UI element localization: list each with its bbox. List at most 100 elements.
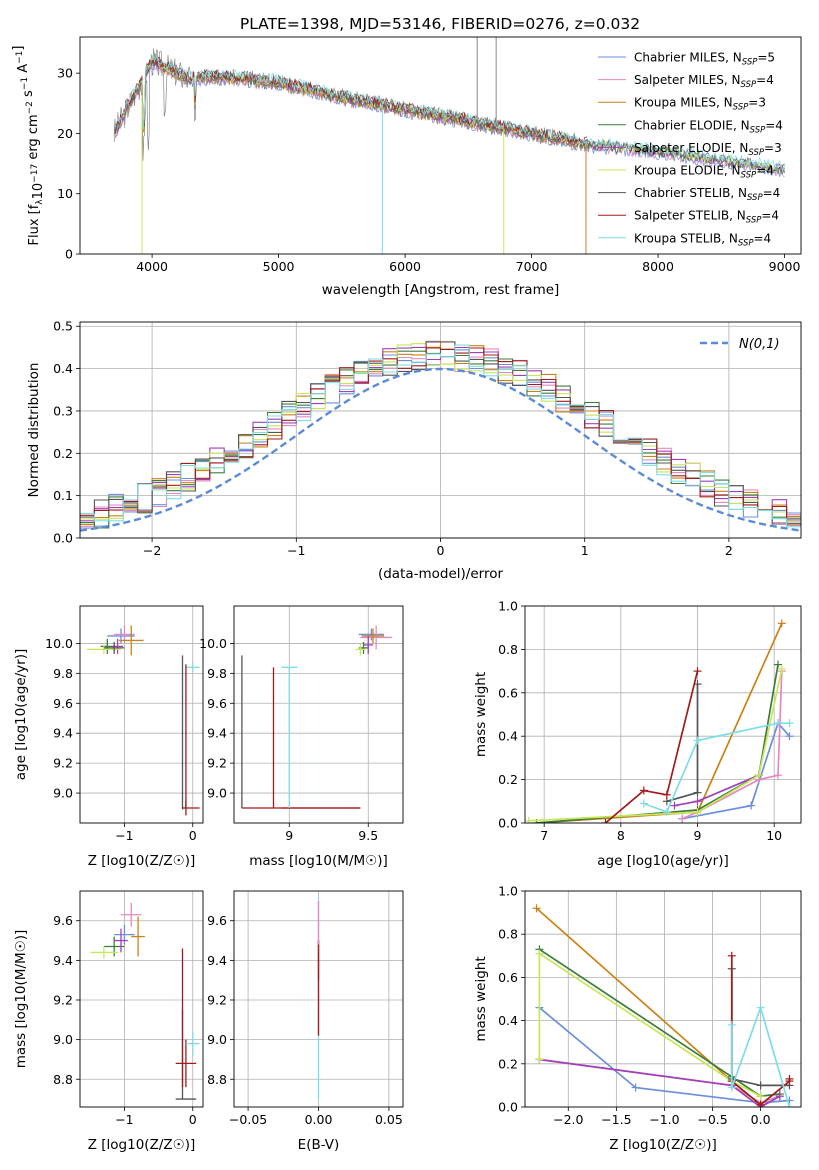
plot-area — [90, 902, 200, 1100]
legend-sub: SSP — [750, 125, 766, 135]
axes-frame — [79, 321, 802, 539]
gaussian-curve — [80, 367, 801, 532]
y-tick-label: 9.8 — [207, 666, 227, 681]
x-tick-label: 0.0 — [751, 1112, 771, 1127]
model-spectrum-line — [113, 61, 785, 178]
y-tick-label: 0.2 — [498, 1056, 518, 1071]
residual-histogram — [80, 343, 801, 523]
weight-series-line — [539, 1058, 781, 1107]
weight-series-line — [730, 1004, 791, 1107]
y-axis-label: mass weight — [473, 956, 489, 1041]
y-tick-label: 0.0 — [53, 531, 73, 546]
y-tick-label: 9.2 — [207, 992, 227, 1007]
panel-weight_vs_age: 7 8 9 10 0.0 0.2 0.4 0.6 0.8 1.0 age [log10(age/yr… — [473, 599, 802, 869]
x-tick-label: 7000 — [516, 259, 548, 274]
y-tick-label: 0.4 — [498, 729, 518, 744]
y-axis-label: mass weight — [473, 672, 489, 757]
x-tick-label: −1.5 — [601, 1112, 631, 1127]
x-tick-label: 1 — [581, 543, 589, 558]
legend-text: Salpeter STELIB, N — [634, 209, 746, 223]
legend-entry: Kroupa STELIB, NSSP=4 — [634, 231, 771, 248]
residual-histogram — [80, 341, 801, 525]
y-axis-label: Flux [fλ10−17 erg cm−2 s−1 A−1] — [11, 46, 46, 246]
x-tick-label: −1.0 — [649, 1112, 679, 1127]
legend-entry: Chabrier ELODIE, NSSP=4 — [634, 118, 783, 135]
x-tick-label: 4000 — [136, 259, 168, 274]
y-tick-label: 0.0 — [498, 816, 518, 831]
y-tick-label: 9.2 — [53, 992, 73, 1007]
legend-sub: SSP — [747, 193, 763, 203]
panel-age_vs_Z: −1 0 9.0 9.2 9.4 9.6 9.8 10.0 Z [log10(Z/Z☉)] age… — [13, 605, 204, 869]
legend-text: =4 — [761, 209, 779, 223]
axes-frame — [233, 890, 404, 1108]
y-axis-label-part: Flux [f — [27, 204, 42, 245]
legend-text: Chabrier STELIB, N — [634, 186, 747, 200]
x-tick-label: 9.5 — [358, 828, 378, 843]
axes-frame — [524, 890, 802, 1108]
legend-sub: SSP — [741, 171, 757, 181]
panel-weight_vs_Z: −2.0 −1.5 −1.0 −0.5 0.0 0.0 0.2 0.4 0.6 0.8 1.0 Z [… — [473, 884, 802, 1153]
y-tick-label: 9.0 — [207, 1032, 227, 1047]
x-tick-label: 9 — [285, 828, 293, 843]
y-tick-label: 0.8 — [498, 927, 518, 942]
axes-frame — [79, 890, 204, 1108]
weight-series-line — [538, 1006, 790, 1104]
legend-text: =4 — [763, 186, 781, 200]
y-axis-label: age [log10(age/yr)] — [13, 649, 29, 781]
y-tick-label: 0 — [65, 247, 73, 262]
legend-entry: Salpeter ELODIE, NSSP=3 — [634, 141, 782, 158]
legend-sub: SSP — [738, 238, 754, 248]
y-tick-label: 8.8 — [207, 1072, 227, 1087]
y-tick-label: 30 — [57, 66, 73, 81]
x-tick-label: 5000 — [263, 259, 295, 274]
plot-area — [113, 37, 785, 254]
y-axis-label-part: −17 — [30, 164, 40, 183]
y-tick-label: 0.3 — [53, 403, 73, 418]
y-tick-label: 0.0 — [498, 1100, 518, 1115]
legend-entry: Chabrier MILES, NSSP=5 — [634, 51, 775, 68]
y-tick-label: 10.0 — [199, 636, 227, 651]
axes-frame — [233, 605, 404, 824]
y-axis-label-part: ] — [11, 46, 26, 51]
y-tick-label: 0.2 — [498, 772, 518, 787]
plot-area — [525, 619, 794, 823]
x-tick-label: 2 — [725, 543, 733, 558]
legend-text: Kroupa MILES, N — [634, 96, 733, 110]
x-tick-label: −1 — [115, 1112, 133, 1127]
plot-area — [80, 340, 801, 532]
y-tick-label: 9.6 — [53, 696, 73, 711]
y-tick-label: 9.0 — [53, 1032, 73, 1047]
y-tick-label: 0.5 — [53, 319, 73, 334]
y-axis-label: Normed distribution — [26, 363, 42, 498]
x-axis-label: Z [log10(Z/Z☉)] — [609, 1137, 717, 1153]
legend-text: Kroupa ELODIE, N — [634, 164, 741, 178]
y-tick-label: 10.0 — [45, 636, 73, 651]
x-tick-label: −0.05 — [229, 1112, 267, 1127]
y-axis-label-part: A — [16, 64, 31, 77]
x-tick-label: 8 — [617, 828, 625, 843]
legend-text: =3 — [748, 96, 766, 110]
x-tick-label: −1 — [287, 543, 305, 558]
legend-entry: Kroupa MILES, NSSP=3 — [634, 96, 766, 113]
panel-mass_vs_Z: −1 0 8.8 9.0 9.2 9.4 9.6 Z [log10(Z/Z☉)] mass [l… — [13, 890, 204, 1153]
y-axis-label-part: 10 — [31, 183, 46, 200]
y-tick-label: 0.1 — [53, 488, 73, 503]
x-tick-label: 0 — [437, 543, 445, 558]
residual-histogram — [80, 344, 801, 528]
legend-entry: Kroupa ELODIE, NSSP=4 — [634, 164, 774, 181]
x-tick-label: 0 — [189, 1112, 197, 1127]
weight-series-line — [538, 952, 761, 1097]
x-tick-label: 10 — [766, 828, 782, 843]
x-tick-label: 8000 — [642, 259, 674, 274]
legend-sub: SSP — [746, 216, 762, 226]
panels-layer: 4000 5000 6000 7000 8000 90000102030wavelengt… — [11, 36, 802, 1153]
x-axis-label: Z [log10(Z/Z☉)] — [88, 853, 196, 869]
y-axis-label-part: −2 — [25, 101, 35, 114]
y-tick-label: 9.4 — [207, 953, 227, 968]
x-tick-label: −0.5 — [697, 1112, 727, 1127]
figure-title: PLATE=1398, MJD=53146, FIBERID=0276, z=0… — [240, 15, 640, 33]
x-tick-label: 0.05 — [375, 1112, 403, 1127]
axes-frame — [79, 605, 204, 824]
residual-histogram — [80, 346, 801, 522]
